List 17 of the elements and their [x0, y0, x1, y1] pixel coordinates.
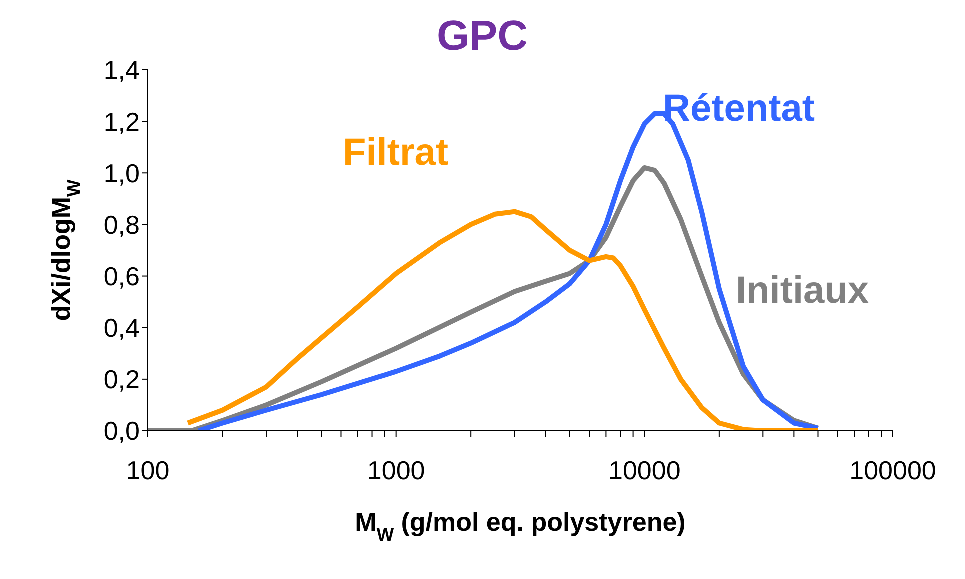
y-tick-label: 0,2	[104, 364, 140, 395]
chart-title: GPC	[436, 12, 528, 59]
x-tick-label: 1000	[367, 455, 426, 486]
y-tick-label: 1,4	[104, 55, 140, 86]
y-tick-label: 0,0	[104, 416, 140, 446]
y-tick-label: 1,0	[104, 158, 140, 188]
x-tick-label: 100000	[850, 455, 936, 486]
series-label: Rétentat	[663, 88, 816, 131]
x-tick-label: 100	[126, 455, 170, 486]
y-tick-label: 0,8	[104, 210, 140, 240]
x-tick-label: 10000	[608, 455, 681, 486]
x-axis-title: M$_{W}$ (g/mol eq. polystyrene)	[355, 507, 686, 545]
y-tick-label: 0,4	[104, 313, 140, 344]
series-label: Initiaux	[736, 270, 870, 313]
y-tick-label: 0,6	[104, 262, 140, 292]
y-tick-label: 1,2	[104, 106, 140, 137]
series-label: Filtrat	[343, 132, 449, 175]
